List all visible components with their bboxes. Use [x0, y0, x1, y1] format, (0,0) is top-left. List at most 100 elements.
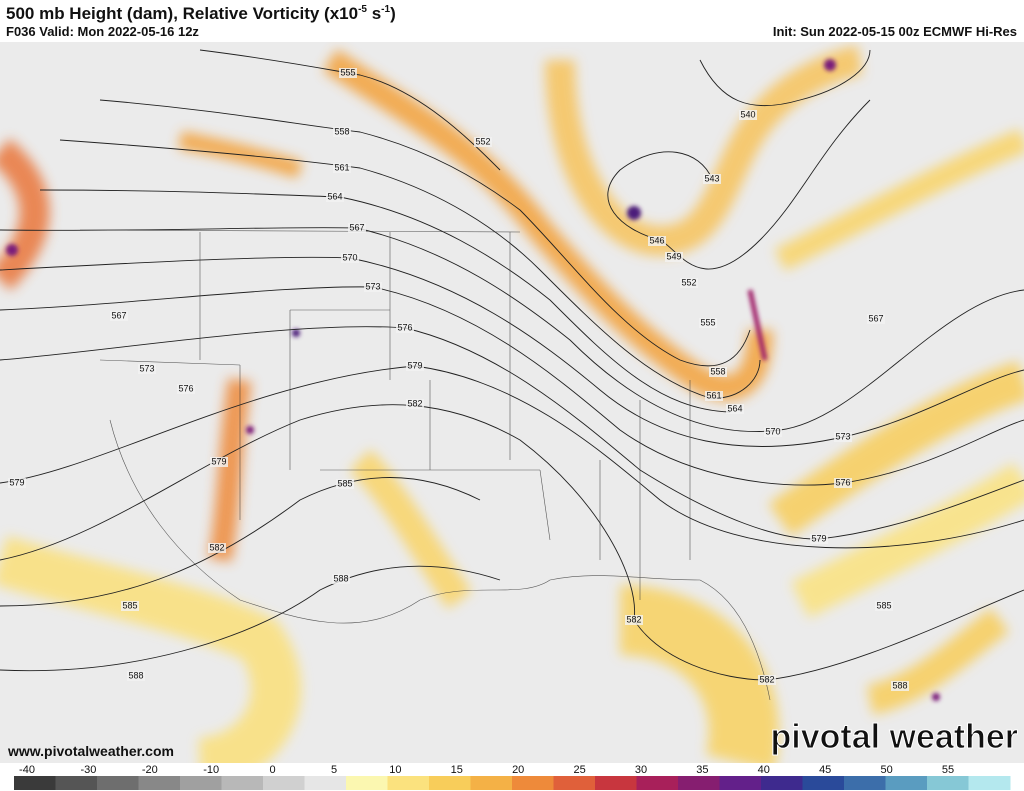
contour-label: 582 — [759, 674, 774, 684]
colorbar-tick-label: -20 — [142, 764, 158, 776]
colorbar-segment — [97, 776, 139, 790]
colorbar-segment — [429, 776, 471, 790]
contour-label: 576 — [397, 322, 412, 332]
contour-label: 576 — [835, 477, 850, 487]
colorbar-segment — [678, 776, 720, 790]
contour-label: 579 — [407, 360, 422, 370]
contour-label-bg — [834, 432, 852, 442]
valid-time: F036 Valid: Mon 2022-05-16 12z — [6, 24, 199, 39]
contour-label-bg — [699, 318, 717, 328]
contour-label: 573 — [139, 363, 154, 373]
contour-label: 582 — [209, 542, 224, 552]
contour-label: 564 — [327, 191, 342, 201]
colorbar-segment — [802, 776, 845, 790]
colorbar-segment — [968, 776, 1011, 790]
contour-label: 579 — [9, 477, 24, 487]
contour-label: 567 — [349, 222, 364, 232]
contour-label: 570 — [342, 252, 357, 262]
contour-label-bg — [875, 601, 893, 611]
contour-label: 582 — [626, 614, 641, 624]
contour-label: 567 — [111, 310, 126, 320]
contour-label: 540 — [740, 109, 755, 119]
contour-label-bg — [177, 384, 195, 394]
map: 555 552 558 561 564 567 570 573 576 579 582 585 588 5… — [0, 42, 1024, 763]
contour-label: 555 — [700, 317, 715, 327]
contour-label: 579 — [811, 533, 826, 543]
contour-label-bg — [726, 404, 744, 414]
height-contours — [0, 49, 1024, 681]
colorbar-tick-label: -40 — [19, 764, 35, 776]
contour-label-bg — [8, 478, 26, 488]
contour-label: 558 — [334, 126, 349, 136]
contour-label-bg — [709, 367, 727, 377]
colorbar-segment — [470, 776, 513, 790]
contour-label-bg — [739, 110, 757, 120]
contour-label: 558 — [710, 366, 725, 376]
contour-label-bg — [625, 615, 643, 625]
colorbar-segment — [885, 776, 928, 790]
contour-label-bg — [341, 253, 359, 263]
contour-label-bg — [332, 574, 350, 584]
colorbar-segment — [387, 776, 430, 790]
contour-label: 573 — [365, 281, 380, 291]
colorbar-tick-label: 30 — [635, 764, 647, 776]
colorbar-segment — [138, 776, 181, 790]
contour-label: 555 — [340, 67, 355, 77]
contour-label-bg — [396, 323, 414, 333]
contour-label: 552 — [475, 136, 490, 146]
contour-label-bg — [339, 68, 357, 78]
colorbar-segment — [761, 776, 803, 790]
contour-label: 588 — [128, 670, 143, 680]
contour-label-bg — [705, 391, 723, 401]
colorbar-segment — [55, 776, 98, 790]
contour-label: 543 — [704, 173, 719, 183]
colorbar-tick-label: 35 — [696, 764, 708, 776]
contour-label-bg — [891, 681, 909, 691]
contour-label: 561 — [334, 162, 349, 172]
contour-label-bg — [834, 478, 852, 488]
contour-label: 570 — [765, 426, 780, 436]
contour-label: 585 — [337, 478, 352, 488]
contour-label: 582 — [407, 398, 422, 408]
colorbar-tick-label: -10 — [203, 764, 219, 776]
colorbar-segment — [221, 776, 264, 790]
contour-label: 576 — [178, 383, 193, 393]
contour-label: 549 — [666, 251, 681, 261]
contour-label-bg — [406, 399, 424, 409]
colorbar-tick-label: 10 — [389, 764, 401, 776]
contour-label: 585 — [876, 600, 891, 610]
contour-label-bg — [138, 364, 156, 374]
contour-label-bg — [333, 163, 351, 173]
colorbar-segment — [14, 776, 56, 790]
brand-watermark: pivotal weather — [770, 718, 1018, 756]
contour-label-bg — [336, 479, 354, 489]
colorbar-tick-label: 20 — [512, 764, 524, 776]
contour-label-bg — [364, 282, 382, 292]
boundaries — [79, 229, 771, 701]
colorbar-tick-label: 40 — [758, 764, 770, 776]
colorbar-tick-label: 5 — [331, 764, 337, 776]
contour-label-bg — [703, 174, 721, 184]
colorbar-tick-label: 50 — [880, 764, 892, 776]
contour-label: 573 — [835, 431, 850, 441]
contour-label-bg — [810, 534, 828, 544]
contour-label-bg — [208, 543, 226, 553]
vorticity-field — [0, 45, 1024, 763]
contour-label: 546 — [649, 235, 664, 245]
contour-label-bg — [648, 236, 666, 246]
colorbar-tick-label: 45 — [819, 764, 831, 776]
colorbar-segment — [304, 776, 347, 790]
contour-label-bg — [665, 252, 683, 262]
colorbar-tick-label: -30 — [80, 764, 96, 776]
contour-label-bg — [867, 314, 885, 324]
colorbar-segment — [927, 776, 969, 790]
colorbar-segment — [180, 776, 222, 790]
colorbar-segment — [553, 776, 596, 790]
contour-label-bg — [764, 427, 782, 437]
colorbar-segment — [512, 776, 554, 790]
contour-label-bg — [680, 278, 698, 288]
colorbar-tick-label: 0 — [270, 764, 276, 776]
contour-label: 564 — [727, 403, 742, 413]
contour-label-bg — [406, 361, 424, 371]
colorbar-segment — [636, 776, 679, 790]
